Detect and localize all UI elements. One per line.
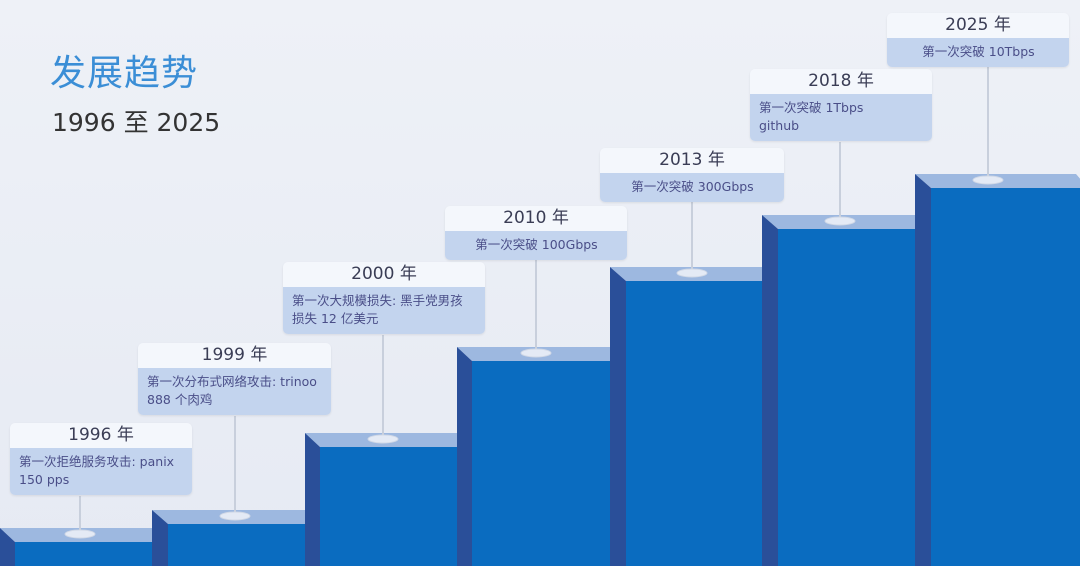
step-front-face xyxy=(626,281,776,566)
page-subtitle: 1996 至 2025 xyxy=(52,108,221,137)
milestone-card: 2025 年第一次突破 10Tbps xyxy=(887,13,1069,67)
step-side-face xyxy=(152,510,168,566)
milestone-year: 2000 年 xyxy=(283,262,485,287)
milestone-description: 第一次拒绝服务攻击: panix 150 pps xyxy=(10,448,192,495)
connector-base xyxy=(520,348,552,358)
milestone-year: 2013 年 xyxy=(600,148,784,173)
connector-base xyxy=(64,529,96,539)
page-title: 发展趋势 xyxy=(50,53,199,94)
milestone-card: 2018 年第一次突破 1Tbps github xyxy=(750,69,932,141)
connector-base xyxy=(972,175,1004,185)
connector-base xyxy=(676,268,708,278)
milestone-card: 2010 年第一次突破 100Gbps xyxy=(445,206,627,260)
milestone-card: 1999 年第一次分布式网络攻击: trinoo 888 个肉鸡 xyxy=(138,343,331,415)
milestone-card: 1996 年第一次拒绝服务攻击: panix 150 pps xyxy=(10,423,192,495)
step-front-face xyxy=(15,542,165,566)
milestone-description: 第一次分布式网络攻击: trinoo 888 个肉鸡 xyxy=(138,368,331,415)
step-side-face xyxy=(457,347,472,566)
milestone-year: 2010 年 xyxy=(445,206,627,231)
step-side-face xyxy=(915,174,931,566)
milestone-description: 第一次突破 300Gbps xyxy=(600,173,784,202)
connector-base xyxy=(824,216,856,226)
milestone-year: 1996 年 xyxy=(10,423,192,448)
step-side-face xyxy=(0,528,15,566)
step-front-face xyxy=(168,524,318,566)
milestone-card: 2013 年第一次突破 300Gbps xyxy=(600,148,784,202)
milestone-year: 2018 年 xyxy=(750,69,932,94)
step-front-face xyxy=(472,361,622,566)
step-side-face xyxy=(305,433,320,566)
step-front-face xyxy=(320,447,470,566)
connector-base xyxy=(219,511,251,521)
milestone-year: 1999 年 xyxy=(138,343,331,368)
milestone-card: 2000 年第一次大规模损失: 黑手党男孩 损失 12 亿美元 xyxy=(283,262,485,334)
milestone-description: 第一次大规模损失: 黑手党男孩 损失 12 亿美元 xyxy=(283,287,485,334)
milestone-description: 第一次突破 100Gbps xyxy=(445,231,627,260)
step-front-face xyxy=(778,229,928,566)
connector-base xyxy=(367,434,399,444)
step-side-face xyxy=(762,215,778,566)
milestone-year: 2025 年 xyxy=(887,13,1069,38)
milestone-description: 第一次突破 1Tbps github xyxy=(750,94,932,141)
step-front-face xyxy=(931,188,1080,566)
step-side-face xyxy=(610,267,626,566)
milestone-description: 第一次突破 10Tbps xyxy=(887,38,1069,67)
